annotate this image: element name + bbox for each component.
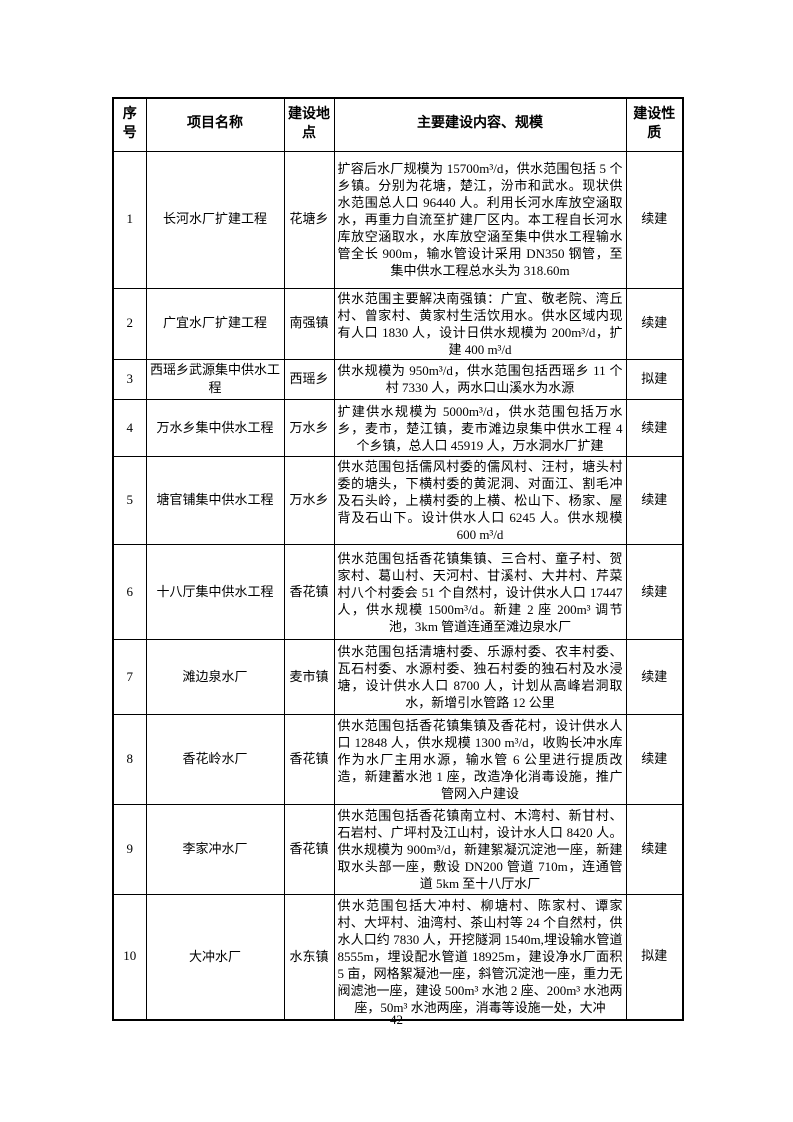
project-location: 香花镇 [283, 544, 335, 641]
project-nature: 续建 [625, 804, 684, 896]
project-content: 供水范围包括儒风村委的儒风村、汪村，塘头村委的塘头，下横村委的黄泥洞、对面江、割… [333, 456, 627, 546]
project-nature: 续建 [625, 714, 684, 806]
project-name: 李家冲水厂 [145, 804, 285, 896]
project-location: 西瑶乡 [283, 358, 335, 401]
project-name: 大冲水厂 [145, 894, 285, 1021]
table-row: 9 李家冲水厂 香花镇 供水范围包括香花镇南立村、木湾村、新甘村、石岩村、广坪村… [112, 804, 684, 896]
row-index: 5 [112, 456, 147, 546]
project-location: 水东镇 [283, 894, 335, 1021]
header-index: 序号 [112, 97, 147, 152]
project-content: 扩建供水规模为 5000m³/d，供水范围包括万水乡，麦市，楚江镇，麦市滩边泉集… [333, 399, 627, 458]
table-header-row: 序号 项目名称 建设地点 主要建设内容、规模 建设性质 [112, 97, 684, 152]
project-location: 香花镇 [283, 804, 335, 896]
project-content: 供水范围包括清塘村委、乐源村委、农丰村委、瓦石村委、水源村委、独石村委的独石村及… [333, 639, 627, 716]
project-name: 西瑶乡武源集中供水工程 [145, 358, 285, 401]
project-name: 塘官铺集中供水工程 [145, 456, 285, 546]
project-content: 供水范围包括香花镇集镇、三合村、童子村、贺家村、葛山村、天河村、甘溪村、大井村、… [333, 544, 627, 641]
project-nature: 续建 [625, 399, 684, 458]
row-index: 1 [112, 150, 147, 289]
row-index: 3 [112, 358, 147, 401]
project-location: 万水乡 [283, 456, 335, 546]
table-row: 3 西瑶乡武源集中供水工程 西瑶乡 供水规模为 950m³/d，供水范围包括西瑶… [112, 358, 684, 401]
table-row: 8 香花岭水厂 香花镇 供水范围包括香花镇集镇及香花村，设计供水人口 12848… [112, 714, 684, 806]
row-index: 4 [112, 399, 147, 458]
project-nature: 续建 [625, 287, 684, 360]
project-content: 供水范围主要解决南强镇：广宜、敬老院、湾丘村、曾家村、黄家村生活饮用水。供水区域… [333, 287, 627, 360]
row-index: 2 [112, 287, 147, 360]
table-row: 1 长河水厂扩建工程 花塘乡 扩容后水厂规模为 15700m³/d，供水范围包括… [112, 150, 684, 289]
project-location: 南强镇 [283, 287, 335, 360]
table-row: 10 大冲水厂 水东镇 供水范围包括大冲村、柳塘村、陈家村、谭家村、大坪村、油湾… [112, 894, 684, 1021]
header-location: 建设地点 [283, 97, 335, 152]
project-location: 万水乡 [283, 399, 335, 458]
row-index: 7 [112, 639, 147, 716]
project-location: 麦市镇 [283, 639, 335, 716]
project-nature: 拟建 [625, 894, 684, 1021]
project-content: 供水规模为 950m³/d，供水范围包括西瑶乡 11 个村 7330 人，两水口… [333, 358, 627, 401]
row-index: 10 [112, 894, 147, 1021]
project-location: 花塘乡 [283, 150, 335, 289]
page-number: 42 [390, 1012, 403, 1027]
row-index: 8 [112, 714, 147, 806]
project-nature: 续建 [625, 150, 684, 289]
project-location: 香花镇 [283, 714, 335, 806]
header-nature: 建设性质 [625, 97, 684, 152]
project-name: 十八厅集中供水工程 [145, 544, 285, 641]
project-content: 扩容后水厂规模为 15700m³/d，供水范围包括 5 个乡镇。分别为花塘，楚江… [333, 150, 627, 289]
water-projects-table: 序号 项目名称 建设地点 主要建设内容、规模 建设性质 1 长河水厂扩建工程 花… [112, 97, 684, 1021]
project-content: 供水范围包括大冲村、柳塘村、陈家村、谭家村、大坪村、油湾村、茶山村等 24 个自… [333, 894, 627, 1021]
row-index: 9 [112, 804, 147, 896]
project-nature: 续建 [625, 456, 684, 546]
project-name: 滩边泉水厂 [145, 639, 285, 716]
project-nature: 续建 [625, 639, 684, 716]
project-name: 长河水厂扩建工程 [145, 150, 285, 289]
project-content: 供水范围包括香花镇集镇及香花村，设计供水人口 12848 人，供水规模 1300… [333, 714, 627, 806]
project-name: 香花岭水厂 [145, 714, 285, 806]
table-row: 7 滩边泉水厂 麦市镇 供水范围包括清塘村委、乐源村委、农丰村委、瓦石村委、水源… [112, 639, 684, 716]
table-row: 4 万水乡集中供水工程 万水乡 扩建供水规模为 5000m³/d，供水范围包括万… [112, 399, 684, 458]
project-name: 万水乡集中供水工程 [145, 399, 285, 458]
project-name: 广宜水厂扩建工程 [145, 287, 285, 360]
table-row: 5 塘官铺集中供水工程 万水乡 供水范围包括儒风村委的儒风村、汪村，塘头村委的塘… [112, 456, 684, 546]
project-nature: 续建 [625, 544, 684, 641]
header-project-name: 项目名称 [145, 97, 285, 152]
project-content: 供水范围包括香花镇南立村、木湾村、新甘村、石岩村、广坪村及江山村，设计水人口 8… [333, 804, 627, 896]
project-nature: 拟建 [625, 358, 684, 401]
table-row: 2 广宜水厂扩建工程 南强镇 供水范围主要解决南强镇：广宜、敬老院、湾丘村、曾家… [112, 287, 684, 360]
row-index: 6 [112, 544, 147, 641]
table-row: 6 十八厅集中供水工程 香花镇 供水范围包括香花镇集镇、三合村、童子村、贺家村、… [112, 544, 684, 641]
header-content-scale: 主要建设内容、规模 [333, 97, 627, 152]
